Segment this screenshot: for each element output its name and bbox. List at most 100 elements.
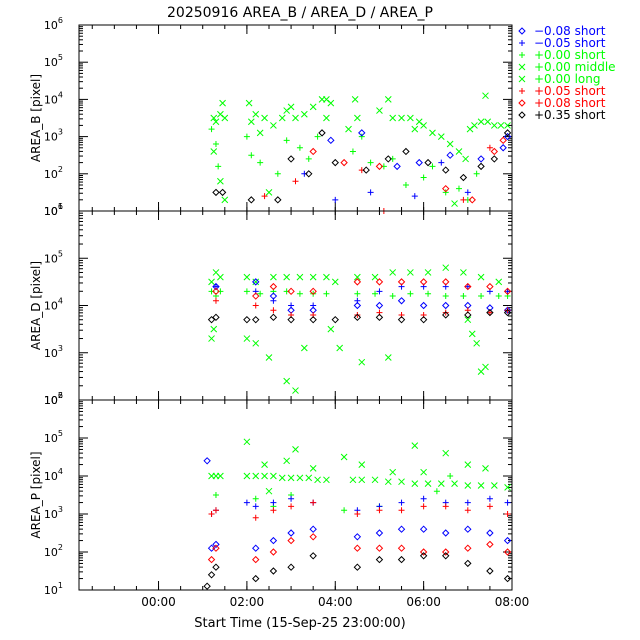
data-point xyxy=(283,377,291,385)
legend-label: −0.05 short xyxy=(534,36,606,50)
data-point xyxy=(464,461,472,468)
data-point xyxy=(358,461,366,468)
legend-marker xyxy=(518,99,526,107)
data-point xyxy=(287,529,295,537)
data-point xyxy=(210,325,218,333)
data-point xyxy=(424,158,432,167)
data-point xyxy=(398,114,405,122)
data-point xyxy=(486,503,493,510)
data-point xyxy=(460,269,467,276)
data-point xyxy=(389,293,396,300)
data-point xyxy=(446,151,454,159)
data-point xyxy=(283,273,291,281)
legend-item: +0.00 middle xyxy=(518,60,616,74)
data-point xyxy=(269,567,278,575)
data-point xyxy=(442,189,449,196)
x-tick-label: 06:00 xyxy=(406,595,441,609)
data-point xyxy=(207,315,216,324)
data-point xyxy=(372,290,379,297)
data-point xyxy=(411,442,419,449)
data-point xyxy=(283,457,291,465)
data-point xyxy=(261,114,268,122)
legend-item: +0.35 short xyxy=(518,108,606,122)
data-point xyxy=(243,133,250,140)
data-point xyxy=(397,297,406,305)
data-point xyxy=(323,114,330,122)
data-point xyxy=(389,468,397,476)
data-point xyxy=(296,144,303,151)
data-point xyxy=(252,278,260,286)
data-point xyxy=(269,292,278,300)
data-point xyxy=(243,438,251,446)
data-point xyxy=(212,287,220,296)
data-point xyxy=(288,495,295,502)
data-point xyxy=(384,155,392,163)
data-point xyxy=(468,330,476,338)
data-point xyxy=(375,278,384,286)
legend-label: +0.05 short xyxy=(534,84,606,98)
data-point xyxy=(420,122,427,129)
data-point xyxy=(314,476,321,484)
data-point xyxy=(477,273,485,281)
data-point xyxy=(305,474,313,482)
data-point xyxy=(504,122,511,129)
plot-frame xyxy=(78,210,513,401)
data-point xyxy=(486,567,494,575)
data-point xyxy=(464,544,472,552)
data-point xyxy=(402,147,410,156)
data-point xyxy=(212,141,219,148)
data-point xyxy=(252,514,259,521)
data-point xyxy=(384,96,392,103)
data-point xyxy=(212,188,220,197)
data-point xyxy=(419,278,428,286)
data-point xyxy=(478,293,485,300)
data-point xyxy=(486,282,494,291)
data-point xyxy=(464,482,472,489)
data-point xyxy=(309,315,317,324)
series--0.08 short xyxy=(203,457,512,552)
data-point xyxy=(323,290,330,297)
data-point xyxy=(219,99,226,107)
data-point xyxy=(349,476,357,484)
x-tick-label: 02:00 xyxy=(230,595,265,609)
legend-label: +0.00 long xyxy=(534,72,601,86)
y-tick-label: 105 xyxy=(44,429,63,445)
panel-3: 101 102 103 104 105 106 00:00 02:00 04:00 06:00 08… xyxy=(29,391,529,609)
data-point xyxy=(252,315,260,324)
data-point xyxy=(300,110,308,118)
legend: −0.08 short−0.05 short+0.00 short+0.00 m… xyxy=(518,24,616,122)
data-point xyxy=(495,293,502,300)
data-point xyxy=(389,269,397,276)
data-point xyxy=(464,507,471,514)
data-point xyxy=(482,465,489,472)
data-point xyxy=(331,278,339,286)
data-point xyxy=(318,129,326,137)
data-point xyxy=(451,200,458,207)
data-point xyxy=(210,114,218,122)
data-point xyxy=(221,114,229,122)
data-point xyxy=(278,474,286,482)
data-point xyxy=(473,170,480,177)
data-point xyxy=(292,114,299,122)
data-point xyxy=(358,476,366,484)
y-tick-label: 106 xyxy=(44,391,63,407)
series-+0.00 long xyxy=(210,92,489,207)
data-point xyxy=(292,387,299,394)
data-point xyxy=(376,288,383,295)
data-point xyxy=(397,278,406,286)
y-axis-label: AREA_P [pixel] xyxy=(29,451,43,538)
data-point xyxy=(354,290,361,297)
data-point xyxy=(397,525,406,533)
data-point xyxy=(327,99,335,107)
data-point xyxy=(252,574,260,583)
data-point xyxy=(252,339,260,347)
series-+0.08 short xyxy=(309,136,507,204)
data-point xyxy=(442,166,450,174)
data-point xyxy=(371,273,379,281)
data-point xyxy=(504,511,511,517)
data-point xyxy=(442,264,450,272)
data-point xyxy=(420,174,427,181)
data-point xyxy=(296,290,303,297)
data-point xyxy=(411,480,419,487)
